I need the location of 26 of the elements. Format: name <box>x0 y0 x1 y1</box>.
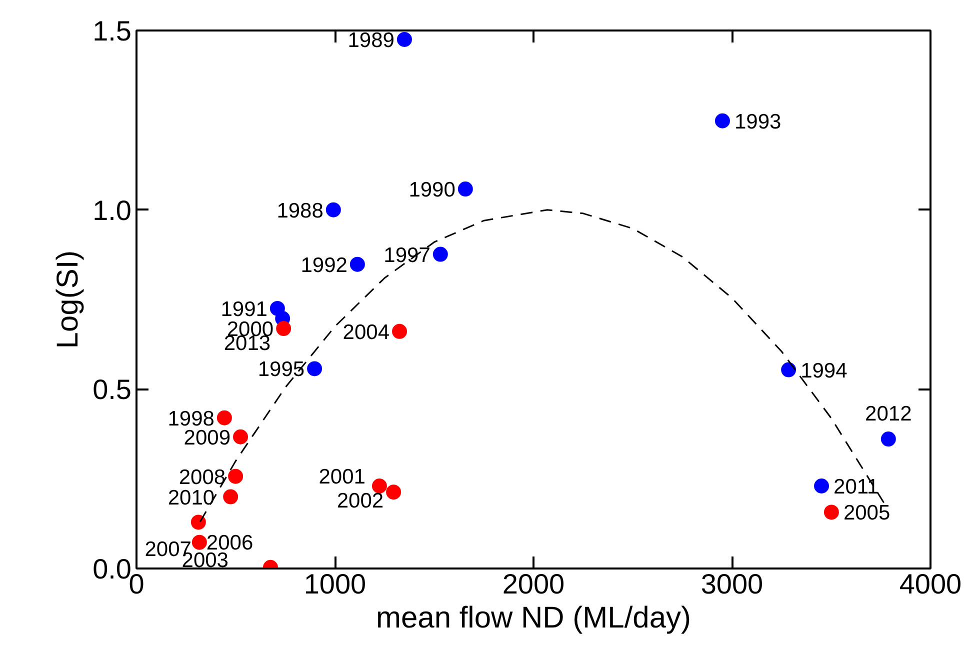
annotation: 2008 <box>178 466 226 489</box>
x-tick-label: 4000 <box>899 568 962 600</box>
annotation: 1993 <box>734 110 782 134</box>
annotation: 1991 <box>220 298 268 321</box>
y-tick-label: 0.5 <box>92 374 132 406</box>
x-tick-label: 2000 <box>502 568 565 600</box>
annotation: 2012 <box>865 402 912 426</box>
annotation: 1989 <box>348 28 394 52</box>
annotation: 2002 <box>336 490 384 513</box>
y-axis-title: Log(SI) <box>52 250 85 349</box>
annotation: 2011 <box>834 476 879 499</box>
annotation: 2005 <box>843 502 890 525</box>
y-tick-label: 1.0 <box>92 194 132 226</box>
x-tick-label: 1000 <box>304 568 366 600</box>
annotation: 1988 <box>276 199 324 222</box>
annotation: 2010 <box>168 486 215 510</box>
x-axis-title: mean flow ND (ML/day) <box>376 602 692 634</box>
annotation: 2004 <box>342 320 390 344</box>
annotation: 1990 <box>408 178 456 202</box>
annotation: 1997 <box>384 244 430 267</box>
y-tick-label: 1.5 <box>92 16 132 46</box>
annotation: 2001 <box>318 466 366 489</box>
annotation: 1992 <box>300 254 348 277</box>
x-tick-label: 3000 <box>700 568 764 600</box>
annotation: 1995 <box>258 358 305 382</box>
annotation: 1994 <box>800 359 848 382</box>
